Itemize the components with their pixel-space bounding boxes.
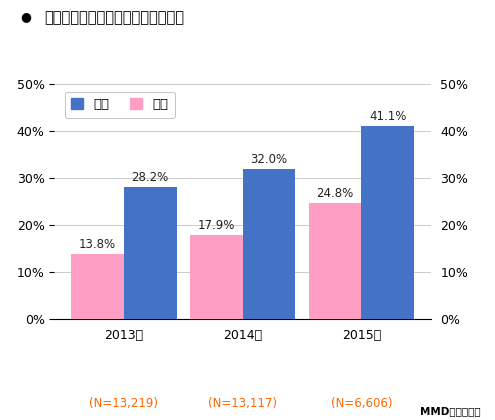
Text: 24.8%: 24.8% bbox=[316, 187, 353, 200]
Text: 41.1%: 41.1% bbox=[369, 110, 406, 123]
Bar bbox=[243, 169, 296, 319]
Bar bbox=[308, 202, 361, 319]
Text: 17.9%: 17.9% bbox=[198, 219, 235, 232]
Bar bbox=[124, 186, 177, 319]
Text: タブレット端末の所有率（男女別）: タブレット端末の所有率（男女別） bbox=[45, 10, 185, 26]
Bar bbox=[361, 126, 414, 319]
Text: 13.8%: 13.8% bbox=[79, 239, 116, 252]
Text: MMD研究所調べ: MMD研究所調べ bbox=[420, 406, 480, 416]
Text: (N=13,219): (N=13,219) bbox=[89, 397, 158, 410]
Bar bbox=[71, 254, 124, 319]
Legend: 男性, 女性: 男性, 女性 bbox=[65, 92, 175, 118]
Text: 28.2%: 28.2% bbox=[132, 171, 169, 184]
Text: (N=6,606): (N=6,606) bbox=[331, 397, 392, 410]
Text: ●: ● bbox=[20, 10, 31, 24]
Text: 32.0%: 32.0% bbox=[250, 153, 288, 166]
Bar bbox=[190, 235, 243, 319]
Text: (N=13,117): (N=13,117) bbox=[208, 397, 277, 410]
